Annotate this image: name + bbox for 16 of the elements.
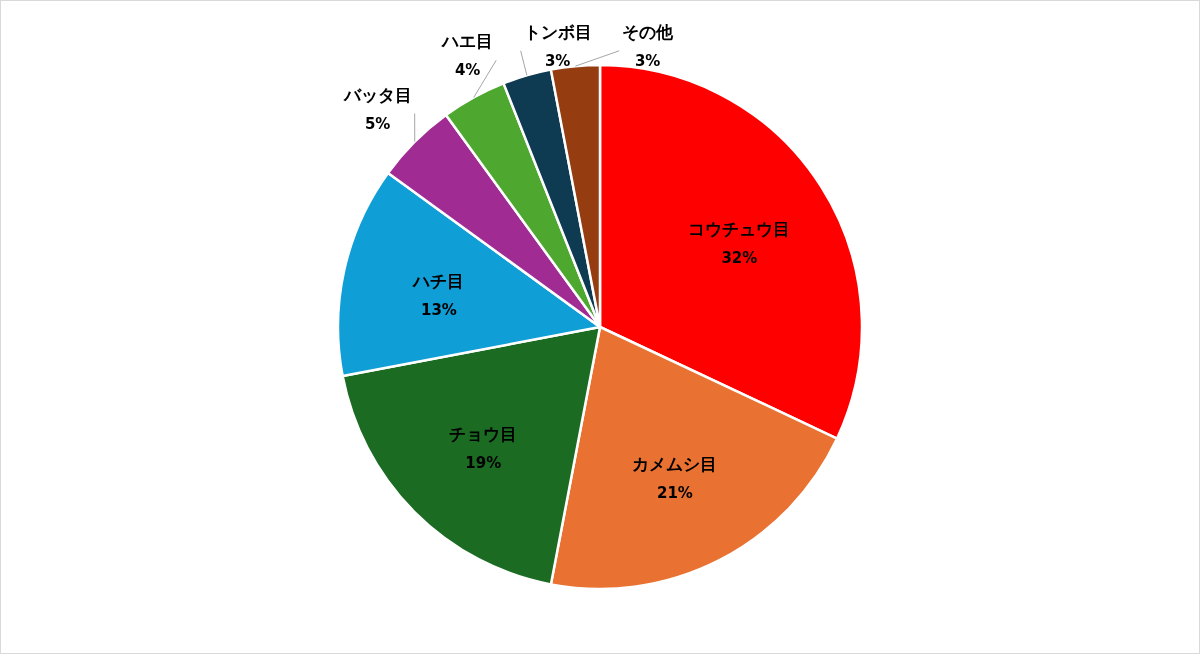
- slice-label: チョウ目: [449, 423, 518, 444]
- data-label: 3%: [634, 52, 661, 70]
- data-label: 4%: [454, 61, 481, 80]
- slice-label: ハチ目: [411, 270, 465, 291]
- data-label: 19%: [465, 453, 502, 472]
- data-label: 5%: [364, 114, 391, 133]
- slice-label: ハエ目: [440, 31, 494, 52]
- slice-label: バッタ目: [342, 84, 412, 105]
- data-label: 3%: [544, 52, 571, 70]
- slice-label: カメムシ目: [632, 454, 718, 475]
- slice-label: トンボ目: [523, 22, 592, 42]
- data-label: 32%: [721, 248, 758, 267]
- data-label: 13%: [420, 300, 457, 319]
- data-label: 21%: [656, 484, 693, 503]
- slice-label: その他: [622, 22, 675, 42]
- slice-label: コウチュウ目: [688, 218, 791, 239]
